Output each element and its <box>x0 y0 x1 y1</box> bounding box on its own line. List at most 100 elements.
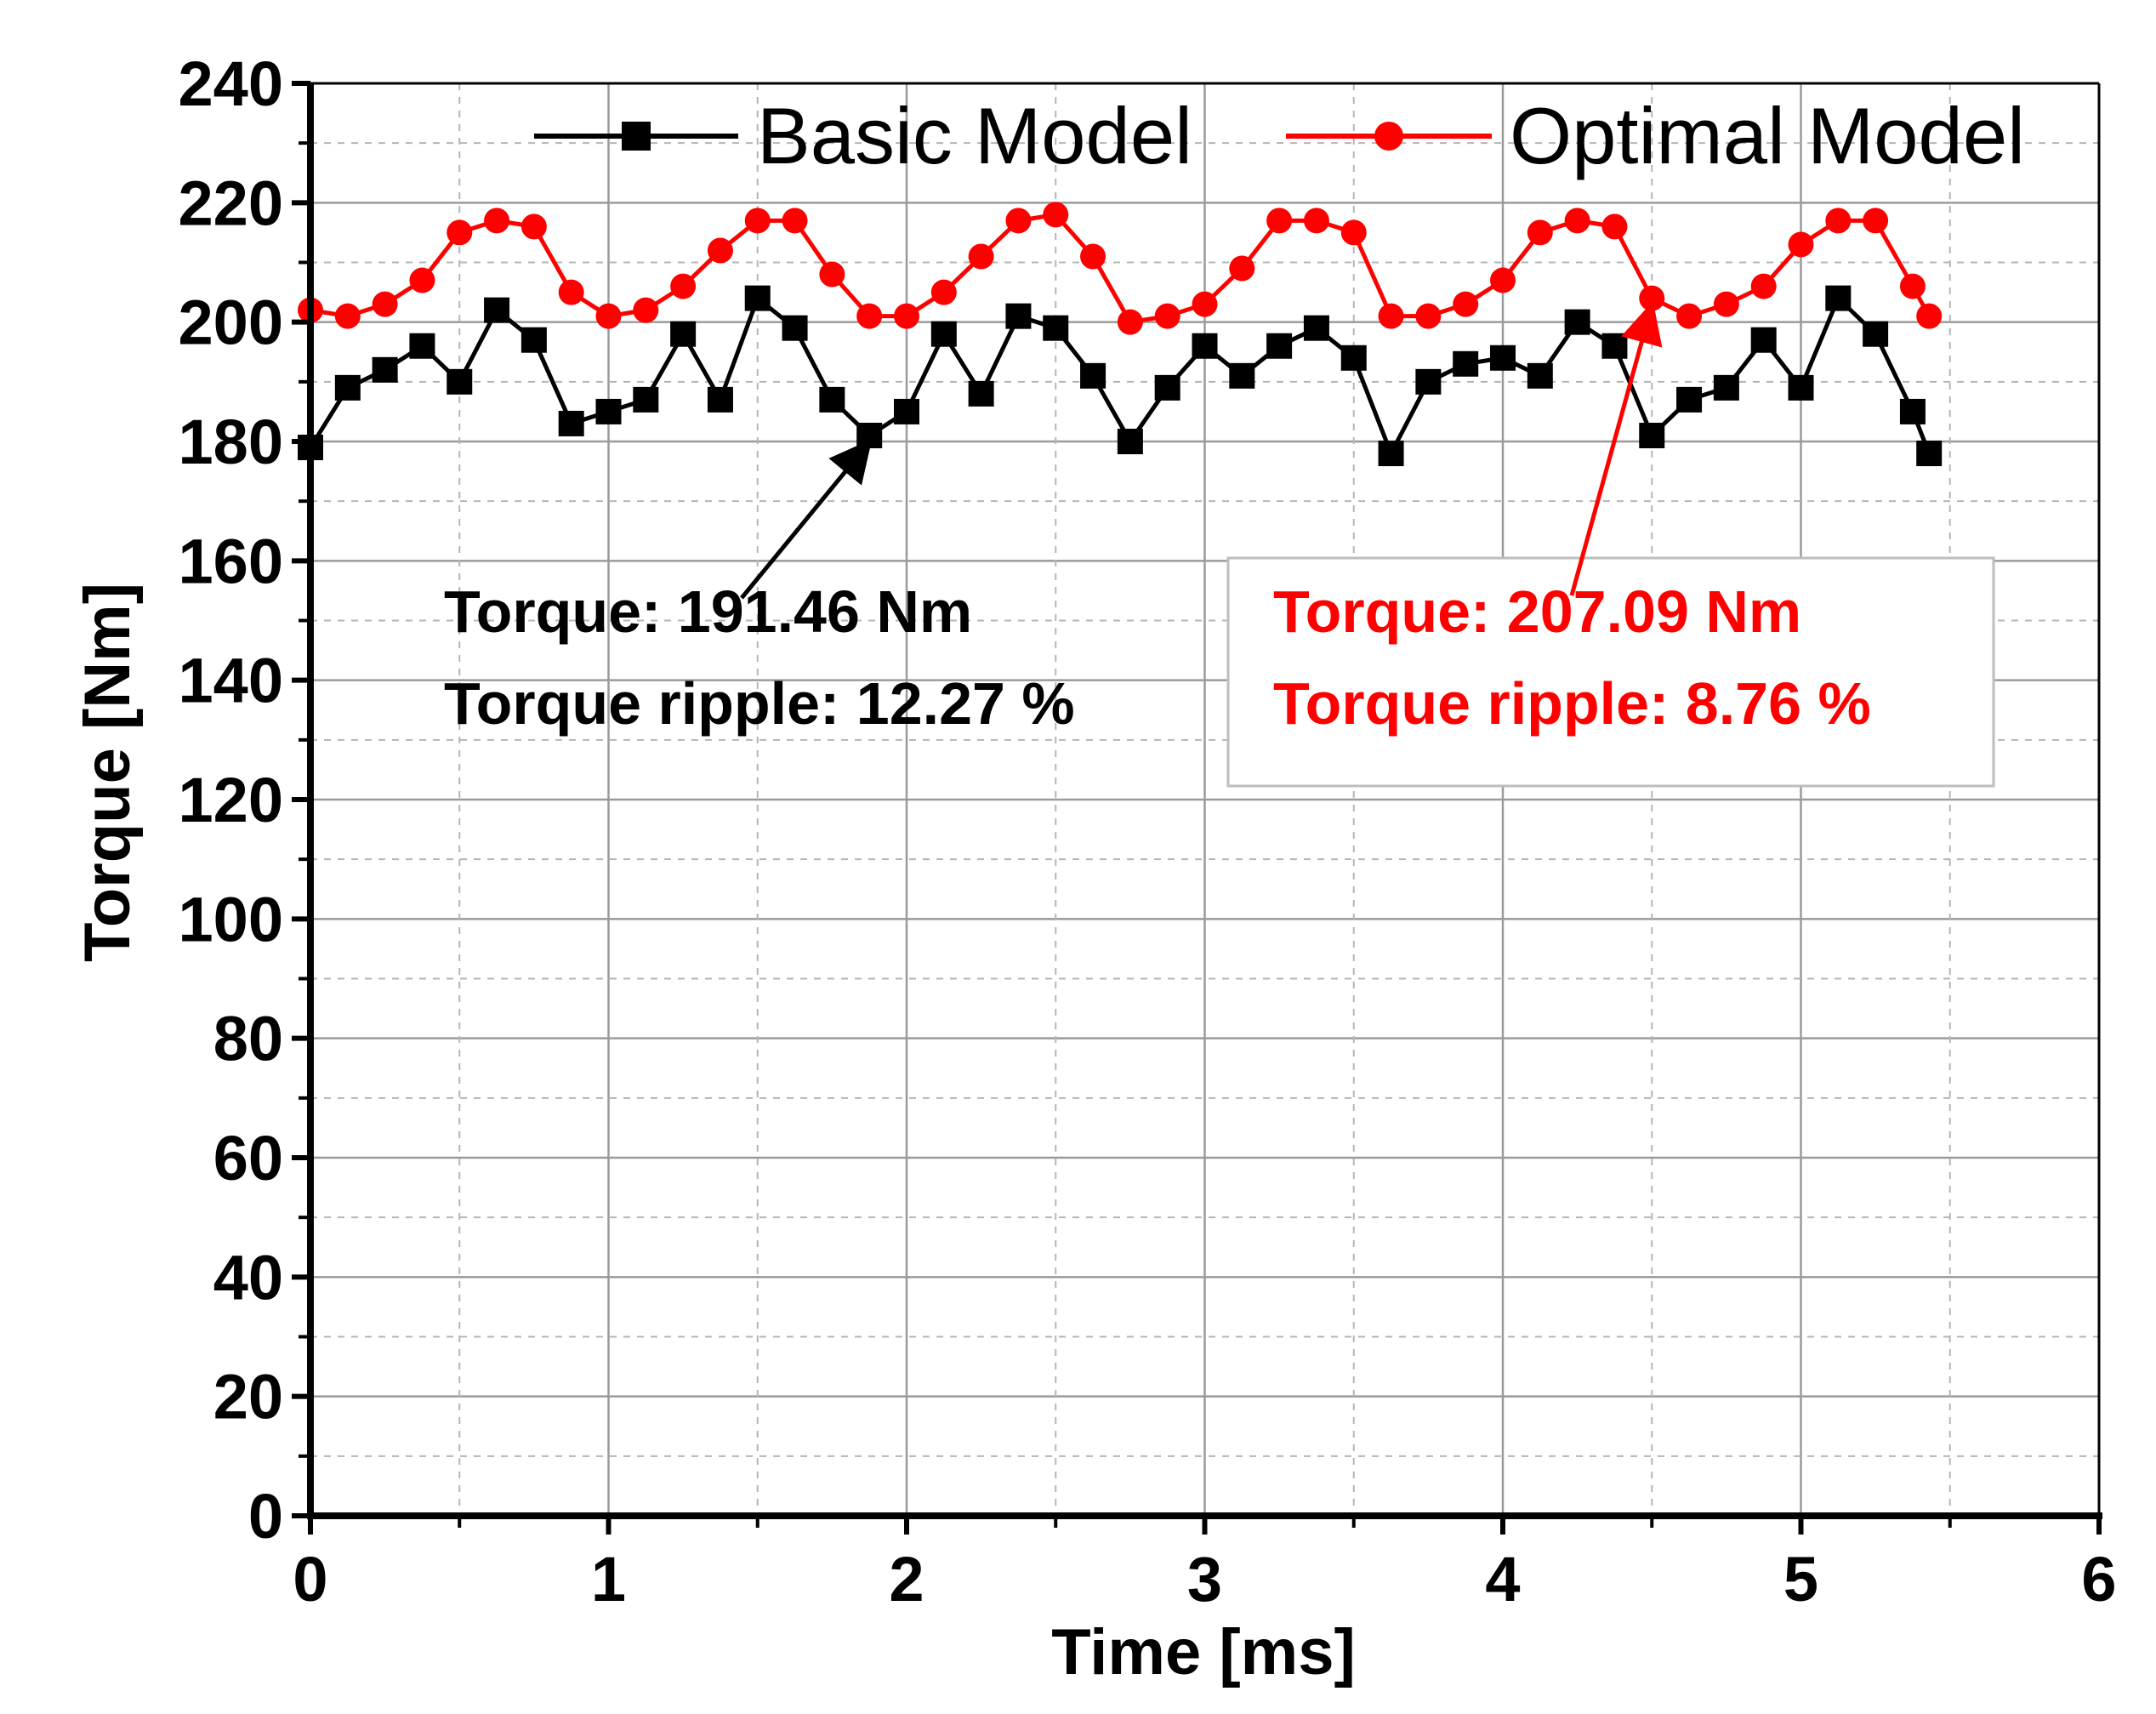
optimal-model-point <box>447 219 473 246</box>
y-tick-label: 200 <box>179 288 283 358</box>
annotations: Torque: 191.46 Nm Torque ripple: 12.27 % T… <box>444 300 1871 737</box>
optimal-model-point <box>595 303 622 329</box>
optimal-model-point <box>1229 255 1255 282</box>
optimal-model-point <box>1899 273 1926 299</box>
basic-model-point <box>1378 441 1404 467</box>
basic-model-point <box>1639 422 1665 448</box>
optimal-model-point <box>484 208 510 234</box>
optimal-model-point <box>744 208 771 234</box>
basic-model-point <box>1229 362 1255 389</box>
optimal-model-point <box>1154 303 1180 329</box>
basic-model-point <box>1043 315 1069 341</box>
basic-model-point <box>930 321 957 347</box>
optimal-model-point <box>1825 208 1852 234</box>
basic-model-point <box>894 398 919 424</box>
x-axis-label: Time [ms] <box>1051 1616 1356 1688</box>
y-tick-label: 20 <box>213 1362 283 1432</box>
legend-optimal-label: Optimal Model <box>1510 91 2025 180</box>
basic-model-point <box>1916 441 1943 467</box>
optimal-model-point <box>1863 208 1889 234</box>
axes <box>292 81 2102 1535</box>
series-layer <box>298 202 1943 467</box>
basic-model-point <box>1490 345 1516 371</box>
optimal-model-point <box>1601 214 1628 240</box>
optimal-model-point <box>856 303 883 329</box>
basic-model-point <box>1863 321 1889 347</box>
optimal-model-point <box>1916 303 1943 329</box>
optimal-model-point <box>1564 208 1590 234</box>
x-tick-label: 1 <box>591 1544 626 1614</box>
x-tick-label: 6 <box>2081 1544 2116 1614</box>
y-tick-label: 240 <box>179 48 283 119</box>
optimal-model-point <box>334 303 361 329</box>
y-tick-label: 60 <box>213 1123 283 1193</box>
y-tick-label: 160 <box>179 526 283 596</box>
x-tick-label: 4 <box>1485 1544 1520 1614</box>
x-tick-label: 0 <box>293 1544 327 1614</box>
optimal-model-point <box>930 279 957 305</box>
annotation-basic-model-text: Torque ripple: 12.27 % <box>444 670 1075 737</box>
basic-model-point <box>1564 309 1590 335</box>
optimal-model-point <box>819 261 845 288</box>
optimal-model-point <box>894 303 919 329</box>
basic-model-point <box>1005 303 1032 329</box>
optimal-model-point <box>1043 202 1069 228</box>
basic-model-point <box>819 386 845 413</box>
optimal-model-point <box>1266 208 1293 234</box>
basic-model-point <box>521 327 547 353</box>
basic-model-point <box>447 368 473 395</box>
basic-model-point <box>744 285 771 311</box>
legend: Basic Model Optimal Model <box>534 91 2025 180</box>
annotation-optimal-model-arrow <box>1569 300 1663 596</box>
y-axis-label: Torque [Nm] <box>71 583 144 962</box>
basic-model-point <box>968 380 994 407</box>
optimal-model-point <box>1340 219 1367 246</box>
y-tick-label: 100 <box>179 884 283 954</box>
basic-model-point <box>1415 368 1442 395</box>
basic-model-point <box>707 386 733 413</box>
basic-model-point <box>1601 333 1628 359</box>
basic-model-point <box>1713 374 1739 401</box>
basic-model-point <box>1266 333 1293 359</box>
basic-model-point <box>1154 374 1180 401</box>
basic-model-point <box>1117 429 1143 454</box>
optimal-model-point <box>782 208 808 234</box>
basic-model-point <box>1453 350 1479 377</box>
optimal-model-point <box>1378 303 1404 329</box>
basic-model-point <box>1192 333 1218 359</box>
y-tick-label: 220 <box>179 168 283 238</box>
x-tick-label: 5 <box>1783 1544 1818 1614</box>
basic-model-point <box>1899 398 1926 424</box>
basic-model-point <box>595 398 622 424</box>
optimal-model-point <box>1713 291 1739 317</box>
optimal-model-point <box>633 297 659 323</box>
y-tick-label: 180 <box>179 407 283 477</box>
basic-model-point <box>670 321 697 347</box>
basic-model-point <box>1527 362 1553 389</box>
basic-model-point <box>558 410 584 436</box>
annotation-optimal-model-text: Torque ripple: 8.76 % <box>1273 670 1871 737</box>
optimal-model-point <box>1303 208 1329 234</box>
optimal-model-point <box>1750 273 1777 299</box>
basic-model-point <box>782 315 808 341</box>
annotation-basic-model-arrow <box>740 439 873 600</box>
optimal-model-point <box>1005 208 1032 234</box>
optimal-model-point <box>1788 231 1814 258</box>
optimal-model-point <box>1453 291 1479 317</box>
basic-model-point <box>1080 362 1106 389</box>
basic-model-point <box>409 333 435 359</box>
y-tick-label: 80 <box>213 1004 283 1074</box>
x-tick-label: 3 <box>1187 1544 1222 1614</box>
y-tick-label: 40 <box>213 1242 283 1313</box>
basic-model-point <box>484 297 510 323</box>
optimal-model-point <box>1415 303 1442 329</box>
basic-model-point <box>1340 345 1367 371</box>
legend-basic-marker <box>622 122 651 151</box>
optimal-model-point <box>707 237 733 264</box>
optimal-model-point <box>521 214 547 240</box>
annotation-basic-model-text: Torque: 191.46 Nm <box>444 578 972 645</box>
optimal-model-point <box>968 243 994 270</box>
y-tick-label: 120 <box>179 765 283 835</box>
annotation-optimal-model-text: Torque: 207.09 Nm <box>1273 578 1801 645</box>
